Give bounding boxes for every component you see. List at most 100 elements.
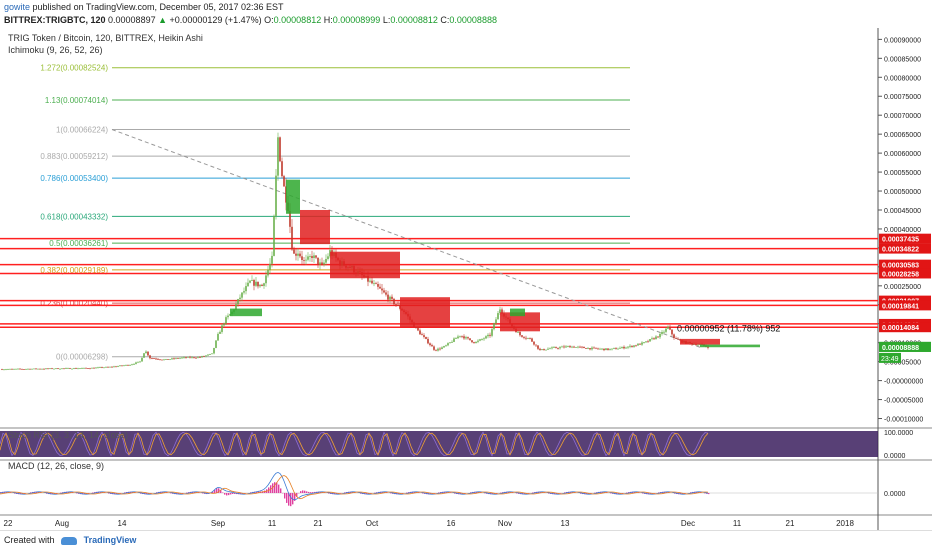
candle-body xyxy=(205,355,207,357)
macd-histogram-bar xyxy=(172,493,174,494)
macd-histogram-bar xyxy=(382,491,384,493)
candle-body xyxy=(383,290,385,293)
y-tick-label: 0.00080000 xyxy=(884,75,921,82)
macd-histogram-bar xyxy=(634,491,636,493)
chart-canvas[interactable]: 1.272(0.00082524) 1.13(0.00074014) 1(0.000… xyxy=(0,28,932,530)
macd-histogram-bar xyxy=(696,491,698,493)
candle-body xyxy=(633,345,635,347)
candle-body xyxy=(397,304,399,306)
candle-body xyxy=(171,358,173,360)
candle-body xyxy=(173,358,175,360)
macd-histogram-bar xyxy=(306,491,308,493)
macd-label: MACD (12, 26, close, 9) xyxy=(8,461,104,471)
candle-body xyxy=(41,368,43,370)
candle-body xyxy=(661,332,663,334)
candle-body xyxy=(493,323,495,330)
symbol-label: BITTREX:TRIGBTC, 120 xyxy=(4,15,106,25)
candle-body xyxy=(245,286,247,292)
macd-histogram-bar xyxy=(300,491,302,493)
x-tick-label: 16 xyxy=(447,519,456,528)
macd-histogram-bar xyxy=(124,492,126,493)
candle-body xyxy=(51,368,53,370)
candle-body xyxy=(281,161,283,177)
candle-body xyxy=(585,348,587,349)
candle-body xyxy=(539,348,541,350)
candle-body xyxy=(193,357,195,358)
fib-level-label: 0.382(0.00029189) xyxy=(40,266,108,275)
candle-body xyxy=(439,348,441,350)
y-tick-label: 0.00090000 xyxy=(884,37,921,44)
candle-body xyxy=(25,368,27,370)
macd-histogram-bar xyxy=(214,489,216,493)
candle-body xyxy=(667,326,669,329)
price-badge xyxy=(879,268,931,279)
macd-histogram-bar xyxy=(606,492,608,493)
candle-body xyxy=(675,338,677,339)
y-tick-label: 0.00045000 xyxy=(884,208,921,215)
candle-body xyxy=(59,368,61,370)
candle-body xyxy=(3,369,5,371)
macd-histogram-bar xyxy=(454,493,456,494)
candle-body xyxy=(263,283,265,286)
candle-body xyxy=(129,364,131,366)
candle-body xyxy=(645,341,647,343)
candle-body xyxy=(391,296,393,299)
stoch-band xyxy=(0,431,878,457)
candle-body xyxy=(425,336,427,339)
candle-body xyxy=(91,367,93,369)
candle-body xyxy=(609,349,611,350)
candle-body xyxy=(543,349,545,351)
candle-body xyxy=(189,356,191,358)
candle-body xyxy=(21,368,23,370)
candle-body xyxy=(565,346,567,348)
candle-body xyxy=(243,291,245,293)
candle-body xyxy=(303,260,305,261)
candle-body xyxy=(199,356,201,358)
chart-area[interactable]: 1.272(0.00082524) 1.13(0.00074014) 1(0.000… xyxy=(0,28,932,530)
macd-histogram-bar xyxy=(446,491,448,493)
candle-body xyxy=(67,368,69,369)
fib-level-label: 0.786(0.00053400) xyxy=(40,174,108,183)
candle-body xyxy=(375,283,377,285)
candle-body xyxy=(371,280,373,284)
x-tick-label: Sep xyxy=(211,519,226,528)
candle-body xyxy=(491,329,493,336)
macd-histogram-bar xyxy=(524,493,526,495)
candle-body xyxy=(311,256,313,259)
x-tick-label: Aug xyxy=(55,519,69,528)
candle-body xyxy=(573,346,575,348)
tradingview-brand[interactable]: TradingView xyxy=(83,535,137,545)
candle-body xyxy=(447,343,449,346)
candle-body xyxy=(279,137,281,162)
candle-body xyxy=(431,345,433,347)
candle-body xyxy=(665,328,667,332)
macd-histogram-bar xyxy=(706,493,708,494)
macd-histogram-bar xyxy=(156,492,158,493)
candle-body xyxy=(497,313,499,320)
ohlc-line: BITTREX:TRIGBTC, 120 0.00008897 ▲ +0.000… xyxy=(4,14,928,27)
candle-body xyxy=(49,368,51,370)
candle-body xyxy=(99,367,101,368)
candle-body xyxy=(111,366,113,368)
y-tick-label: 0.00050000 xyxy=(884,189,921,196)
candle-body xyxy=(157,358,159,360)
candle-body xyxy=(107,366,109,368)
macd-histogram-bar xyxy=(496,493,498,494)
candle-body xyxy=(139,361,141,363)
candle-body xyxy=(297,253,299,256)
candle-body xyxy=(621,346,623,348)
candle-body xyxy=(61,368,63,370)
macd-histogram-bar xyxy=(182,493,184,494)
measure-label: 0.00000952 (11.78%) 952 xyxy=(677,324,780,334)
candle-body xyxy=(289,210,291,227)
candle-body xyxy=(673,334,675,339)
author-link[interactable]: gowite xyxy=(4,2,31,12)
candle-body xyxy=(381,288,383,291)
chart-title: TRIG Token / Bitcoin, 120, BITTREX, Heik… xyxy=(8,33,203,43)
candle-body xyxy=(583,346,585,349)
candle-body xyxy=(113,366,115,368)
candle-body xyxy=(671,329,673,335)
candle-body xyxy=(35,368,37,370)
candle-body xyxy=(489,334,491,336)
ichimoku-cloud xyxy=(510,308,525,317)
